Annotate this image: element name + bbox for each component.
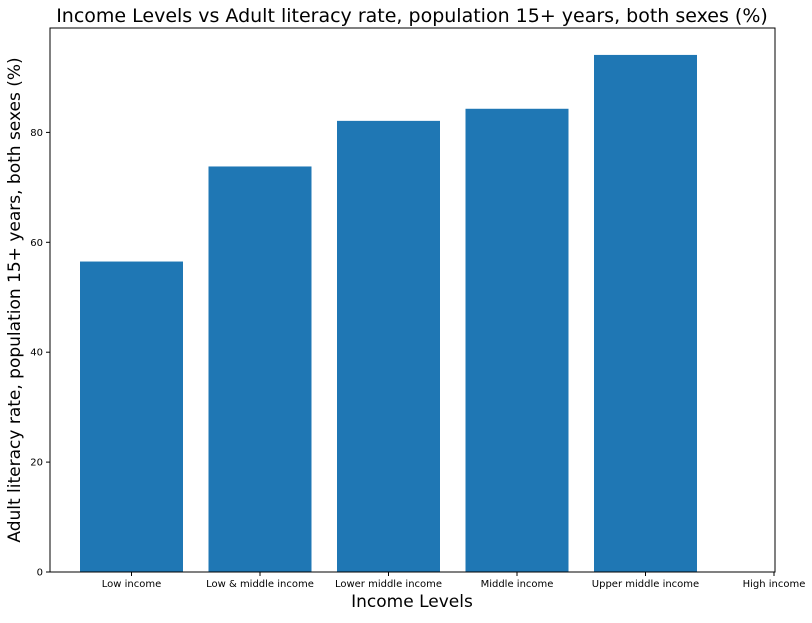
y-tick-label: 40	[30, 348, 43, 359]
x-tick-label: Lower middle income	[335, 579, 442, 590]
bar-4	[594, 54, 697, 573]
bar-1	[208, 166, 312, 573]
x-tick-label: High income	[743, 579, 806, 590]
bar-2	[337, 120, 440, 572]
y-tick-label: 20	[30, 458, 43, 469]
bar-0	[80, 261, 183, 572]
plot-frame	[49, 27, 776, 573]
y-axis-label: Adult literacy rate, population 15+ year…	[5, 57, 25, 542]
x-tick-label: Upper middle income	[592, 579, 699, 590]
y-tick-label: 60	[30, 238, 43, 249]
x-ticks-layer: Low income Low & middle income Lower middl…	[102, 572, 806, 590]
x-tick-label: Low income	[102, 579, 162, 590]
x-tick-label: Middle income	[481, 579, 554, 590]
y-tick-label: 0	[37, 568, 43, 579]
bars-layer	[80, 54, 697, 573]
bar-3	[465, 108, 569, 572]
x-tick-label: Low & middle income	[206, 579, 314, 590]
chart-title: Income Levels vs Adult literacy rate, po…	[56, 5, 768, 27]
y-tick-label: 80	[30, 128, 43, 139]
x-axis-label: Income Levels	[351, 592, 473, 612]
y-ticks-layer: 0 20 40 60 80	[30, 128, 50, 579]
